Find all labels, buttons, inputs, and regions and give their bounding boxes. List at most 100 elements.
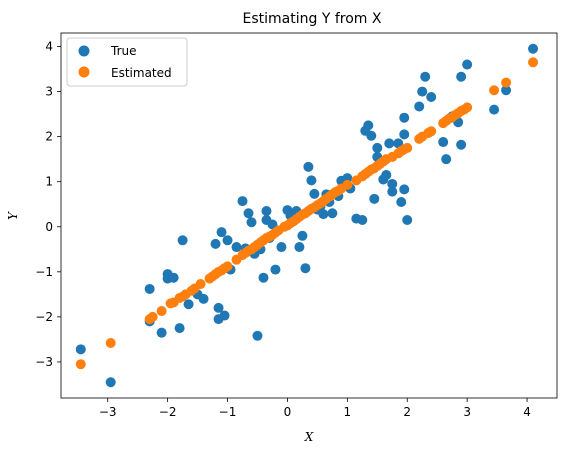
point-true-24 — [246, 217, 257, 228]
point-true-83 — [456, 139, 467, 150]
point-true-43 — [309, 188, 320, 199]
legend-marker-true — [78, 45, 90, 57]
point-true-82 — [456, 71, 467, 82]
point-true-26 — [252, 330, 263, 341]
point-true-60 — [372, 142, 383, 153]
point-true-85 — [489, 104, 500, 115]
point-estimated-82 — [462, 102, 473, 113]
x-tick-label: 4 — [523, 405, 531, 419]
point-true-29 — [261, 205, 272, 216]
x-tick-label: −1 — [219, 405, 237, 419]
point-true-8 — [177, 235, 188, 246]
point-true-21 — [237, 196, 248, 207]
point-estimated-4 — [156, 306, 167, 317]
point-true-87 — [528, 43, 539, 54]
point-true-75 — [417, 86, 428, 97]
point-true-41 — [303, 161, 314, 172]
point-true-2 — [144, 283, 155, 294]
point-true-57 — [363, 120, 374, 131]
y-tick-label: 1 — [45, 175, 53, 189]
x-tick-label: −2 — [159, 405, 177, 419]
legend-marker-estimated — [78, 66, 90, 78]
y-tick-label: −3 — [35, 355, 53, 369]
x-axis-label: X — [304, 430, 314, 444]
point-true-33 — [270, 264, 281, 275]
legend-label-true: True — [110, 44, 137, 58]
point-true-78 — [438, 137, 449, 148]
point-true-76 — [420, 71, 431, 82]
point-true-70 — [399, 184, 410, 195]
x-tick-label: 0 — [284, 405, 292, 419]
point-true-40 — [300, 263, 311, 274]
point-true-34 — [276, 242, 287, 253]
point-estimated-84 — [501, 77, 512, 88]
legend: True Estimated — [66, 37, 188, 87]
y-tick-label: 0 — [45, 220, 53, 234]
point-estimated-12 — [195, 278, 206, 289]
point-estimated-54 — [342, 179, 353, 190]
legend-label-estimated: Estimated — [111, 66, 172, 80]
point-true-55 — [357, 215, 368, 226]
point-estimated-73 — [426, 126, 437, 137]
point-true-38 — [294, 242, 305, 253]
point-true-46 — [318, 209, 329, 220]
y-axis-label: Y — [6, 211, 20, 220]
x-tick-label: 2 — [403, 405, 411, 419]
point-true-77 — [426, 91, 437, 102]
point-true-20 — [231, 242, 242, 253]
point-true-39 — [297, 230, 308, 241]
point-estimated-19 — [222, 261, 233, 272]
point-true-65 — [384, 138, 395, 149]
point-true-23 — [243, 208, 254, 219]
plot-frame — [60, 32, 558, 399]
point-true-1 — [105, 377, 116, 388]
y-tick-label: 2 — [45, 130, 53, 144]
point-true-64 — [381, 169, 392, 180]
x-tick-label: 3 — [463, 405, 471, 419]
point-estimated-69 — [402, 142, 413, 153]
y-tick-label: 4 — [45, 40, 53, 54]
point-estimated-83 — [489, 85, 500, 96]
point-true-28 — [258, 272, 269, 283]
point-true-13 — [210, 238, 221, 249]
point-true-4 — [156, 327, 167, 338]
point-true-71 — [399, 112, 410, 123]
point-true-69 — [396, 196, 407, 207]
point-true-15 — [213, 302, 224, 313]
chart-title: Estimating Y from X — [243, 11, 382, 27]
point-estimated-1 — [105, 338, 116, 349]
point-estimated-0 — [75, 359, 86, 370]
point-true-86 — [501, 85, 512, 96]
y-tick-label: 3 — [45, 85, 53, 99]
point-true-7 — [168, 272, 179, 283]
point-estimated-3 — [147, 311, 158, 322]
point-true-84 — [462, 59, 473, 70]
y-tick-label: −1 — [35, 265, 53, 279]
point-true-67 — [387, 178, 398, 189]
point-true-72 — [399, 129, 410, 140]
point-true-59 — [369, 193, 380, 204]
point-true-58 — [366, 130, 377, 141]
x-tick-label: −3 — [99, 405, 117, 419]
point-true-73 — [402, 215, 413, 226]
point-estimated-85 — [528, 57, 539, 68]
series-estimated — [75, 57, 539, 370]
point-true-18 — [222, 235, 233, 246]
x-tick-label: 1 — [344, 405, 352, 419]
point-true-0 — [75, 344, 86, 355]
point-true-10 — [183, 299, 194, 310]
point-true-42 — [306, 175, 317, 186]
point-true-66 — [387, 186, 398, 197]
point-true-79 — [441, 154, 452, 165]
point-true-74 — [414, 101, 425, 112]
point-true-49 — [327, 208, 338, 219]
ticks-layer: −3 −2 −1 0 1 2 3 4 −3 −2 −1 0 1 2 3 4 — [35, 40, 531, 419]
points-layer — [75, 43, 539, 388]
y-tick-label: −2 — [35, 310, 53, 324]
legend-box — [66, 37, 188, 87]
point-true-17 — [219, 310, 230, 321]
point-true-9 — [174, 323, 185, 334]
point-true-16 — [216, 227, 227, 238]
point-true-12 — [198, 293, 209, 304]
